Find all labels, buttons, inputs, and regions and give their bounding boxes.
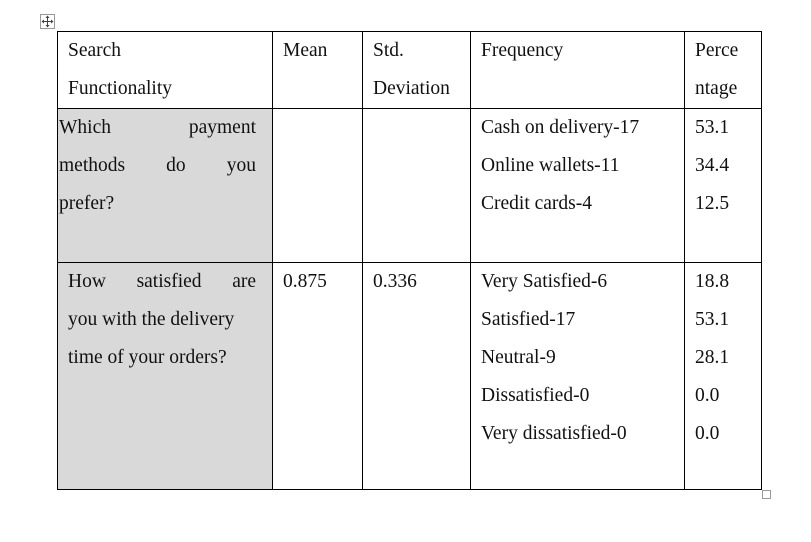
frequency-item: Cash on delivery-17 bbox=[481, 117, 640, 138]
question-word: methods bbox=[59, 155, 126, 176]
question-word: do bbox=[166, 155, 186, 176]
frequency-item: Online wallets-11 bbox=[481, 155, 620, 176]
question-line: you with the delivery bbox=[68, 301, 256, 339]
frequency-item: Very Satisfied-6 bbox=[481, 271, 608, 292]
header-percentage[interactable]: Perce ntage bbox=[684, 31, 762, 109]
question-word: How bbox=[68, 271, 106, 292]
percentage-item: 0.0 bbox=[695, 423, 720, 444]
percentage-item: 28.1 bbox=[695, 347, 730, 368]
std-value: 0.336 bbox=[373, 271, 417, 292]
question-word: payment bbox=[188, 117, 256, 138]
header-row: Search Functionality Mean Std. Deviation… bbox=[57, 31, 762, 109]
table-move-handle[interactable] bbox=[40, 14, 55, 29]
header-frequency[interactable]: Frequency bbox=[470, 31, 685, 109]
std-cell[interactable] bbox=[362, 108, 471, 263]
percentage-item: 12.5 bbox=[695, 193, 730, 214]
frequency-item: Satisfied-17 bbox=[481, 309, 576, 330]
frequency-cell[interactable]: Very Satisfied-6 Satisfied-17 Neutral-9 … bbox=[470, 262, 685, 490]
header-percentage-line: ntage bbox=[695, 78, 738, 99]
frequency-item: Very dissatisfied-0 bbox=[481, 423, 627, 444]
table-resize-handle[interactable] bbox=[762, 490, 771, 499]
question-cell[interactable]: Which payment methods do you prefer? bbox=[57, 108, 273, 263]
question-line: methods do you bbox=[59, 147, 256, 185]
header-mean-label: Mean bbox=[283, 40, 328, 61]
header-frequency-label: Frequency bbox=[481, 40, 564, 61]
question-line: prefer? bbox=[59, 185, 256, 223]
question-word: Which bbox=[59, 117, 111, 138]
survey-results-table: Search Functionality Mean Std. Deviation… bbox=[57, 31, 762, 490]
table-row: How satisfied are you with the delivery … bbox=[57, 262, 762, 490]
percentage-item: 18.8 bbox=[695, 271, 730, 292]
question-word: you bbox=[226, 155, 256, 176]
frequency-item: Credit cards-4 bbox=[481, 193, 593, 214]
percentage-cell[interactable]: 18.8 53.1 28.1 0.0 0.0 bbox=[684, 262, 762, 490]
question-word: prefer? bbox=[59, 193, 115, 214]
header-std-deviation[interactable]: Std. Deviation bbox=[362, 31, 471, 109]
header-question-line: Search bbox=[68, 40, 122, 61]
question-word: satisfied bbox=[136, 271, 202, 292]
percentage-cell[interactable]: 53.1 34.4 12.5 bbox=[684, 108, 762, 263]
frequency-item: Neutral-9 bbox=[481, 347, 556, 368]
percentage-item: 53.1 bbox=[695, 309, 730, 330]
header-std-line: Std. bbox=[373, 40, 404, 61]
question-line: How satisfied are bbox=[68, 263, 256, 301]
mean-value: 0.875 bbox=[283, 271, 327, 292]
header-question-line: Functionality bbox=[68, 78, 172, 99]
question-line: time of your orders? bbox=[68, 339, 256, 377]
frequency-cell[interactable]: Cash on delivery-17 Online wallets-11 Cr… bbox=[470, 108, 685, 263]
percentage-item: 0.0 bbox=[695, 385, 720, 406]
question-word: are bbox=[232, 271, 256, 292]
question-line: Which payment bbox=[59, 109, 256, 147]
header-mean[interactable]: Mean bbox=[272, 31, 363, 109]
frequency-item: Dissatisfied-0 bbox=[481, 385, 590, 406]
mean-cell[interactable] bbox=[272, 108, 363, 263]
question-word: time of your orders? bbox=[68, 347, 227, 368]
question-word: you with the delivery bbox=[68, 309, 235, 330]
header-question[interactable]: Search Functionality bbox=[57, 31, 273, 109]
std-cell[interactable]: 0.336 bbox=[362, 262, 471, 490]
move-arrows-icon bbox=[41, 15, 54, 28]
mean-cell[interactable]: 0.875 bbox=[272, 262, 363, 490]
text-cursor bbox=[761, 263, 762, 284]
percentage-item: 34.4 bbox=[695, 155, 730, 176]
percentage-item: 53.1 bbox=[695, 117, 730, 138]
header-percentage-line: Perce bbox=[695, 40, 739, 61]
question-cell[interactable]: How satisfied are you with the delivery … bbox=[57, 262, 273, 490]
header-std-line: Deviation bbox=[373, 78, 450, 99]
table-row: Which payment methods do you prefer? Ca bbox=[57, 108, 762, 263]
